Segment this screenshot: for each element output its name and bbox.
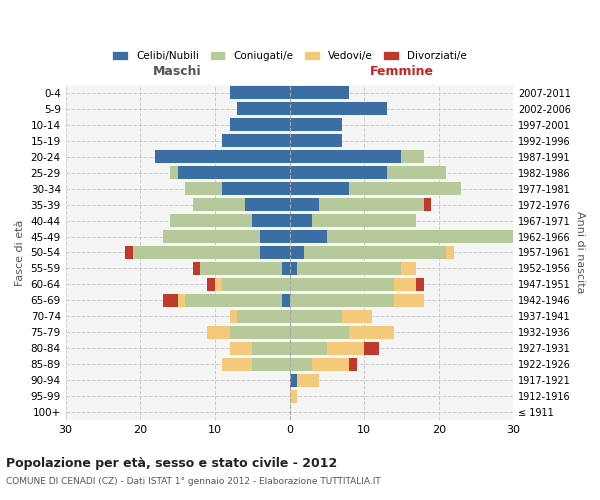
Bar: [223, 134, 290, 147]
Bar: [290, 326, 349, 338]
Bar: [290, 86, 349, 99]
Bar: [424, 198, 431, 211]
Bar: [260, 230, 290, 243]
Bar: [178, 294, 185, 307]
Bar: [394, 278, 416, 291]
Bar: [245, 198, 290, 211]
Bar: [133, 246, 260, 259]
Bar: [282, 294, 290, 307]
Y-axis label: Fasce di età: Fasce di età: [15, 220, 25, 286]
Text: Maschi: Maschi: [153, 66, 202, 78]
Bar: [155, 150, 290, 163]
Bar: [163, 230, 260, 243]
Bar: [193, 198, 245, 211]
Bar: [416, 278, 424, 291]
Text: COMUNE DI CENADI (CZ) - Dati ISTAT 1° gennaio 2012 - Elaborazione TUTTITALIA.IT: COMUNE DI CENADI (CZ) - Dati ISTAT 1° ge…: [6, 478, 381, 486]
Bar: [401, 262, 416, 275]
Bar: [125, 246, 133, 259]
Bar: [290, 214, 312, 227]
Bar: [260, 246, 290, 259]
Bar: [230, 310, 237, 322]
Bar: [223, 278, 290, 291]
Bar: [290, 102, 386, 115]
Bar: [514, 230, 521, 243]
Bar: [178, 166, 290, 179]
Bar: [446, 246, 454, 259]
Bar: [290, 262, 297, 275]
Bar: [349, 182, 461, 195]
Bar: [230, 342, 252, 354]
Bar: [200, 262, 282, 275]
Text: Femmine: Femmine: [370, 66, 433, 78]
Bar: [290, 294, 394, 307]
Bar: [297, 374, 319, 386]
Bar: [170, 214, 252, 227]
Bar: [304, 246, 446, 259]
Legend: Celibi/Nubili, Coniugati/e, Vedovi/e, Divorziati/e: Celibi/Nubili, Coniugati/e, Vedovi/e, Di…: [108, 46, 471, 65]
Bar: [290, 342, 327, 354]
Bar: [237, 102, 290, 115]
Bar: [349, 358, 356, 370]
Bar: [290, 118, 342, 131]
Bar: [185, 182, 223, 195]
Y-axis label: Anni di nascita: Anni di nascita: [575, 211, 585, 294]
Bar: [319, 198, 424, 211]
Bar: [290, 198, 319, 211]
Bar: [290, 182, 349, 195]
Bar: [349, 326, 394, 338]
Bar: [230, 326, 290, 338]
Bar: [312, 358, 349, 370]
Bar: [290, 230, 327, 243]
Bar: [185, 294, 282, 307]
Bar: [290, 134, 342, 147]
Bar: [290, 390, 297, 402]
Bar: [252, 342, 290, 354]
Bar: [193, 262, 200, 275]
Bar: [215, 278, 223, 291]
Bar: [290, 246, 304, 259]
Bar: [290, 310, 342, 322]
Bar: [327, 230, 514, 243]
Bar: [290, 150, 401, 163]
Bar: [290, 166, 386, 179]
Bar: [282, 262, 290, 275]
Bar: [252, 214, 290, 227]
Text: Popolazione per età, sesso e stato civile - 2012: Popolazione per età, sesso e stato civil…: [6, 458, 337, 470]
Bar: [163, 294, 178, 307]
Bar: [401, 150, 424, 163]
Bar: [386, 166, 446, 179]
Bar: [230, 118, 290, 131]
Bar: [290, 374, 297, 386]
Bar: [290, 278, 394, 291]
Bar: [208, 326, 230, 338]
Bar: [223, 182, 290, 195]
Bar: [223, 358, 252, 370]
Bar: [327, 342, 364, 354]
Bar: [342, 310, 371, 322]
Bar: [394, 294, 424, 307]
Bar: [170, 166, 178, 179]
Bar: [312, 214, 416, 227]
Bar: [237, 310, 290, 322]
Bar: [208, 278, 215, 291]
Bar: [364, 342, 379, 354]
Bar: [230, 86, 290, 99]
Bar: [290, 358, 312, 370]
Bar: [297, 262, 401, 275]
Bar: [252, 358, 290, 370]
